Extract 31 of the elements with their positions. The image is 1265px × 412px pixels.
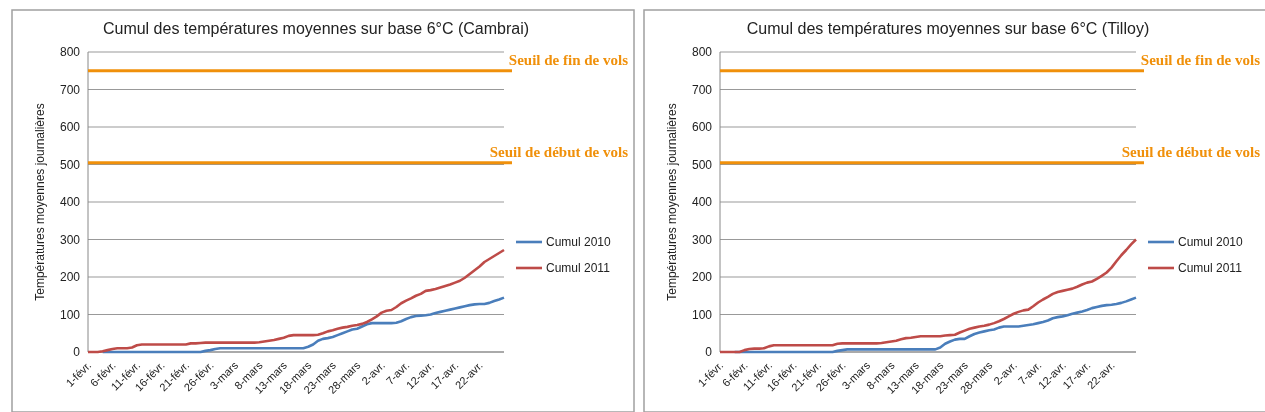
y-tick-label: 700: [691, 82, 713, 97]
y-tick-label: 500: [59, 157, 81, 172]
y-tick-label: 400: [691, 195, 713, 209]
y-axis-title: Températures moyennes journalières: [33, 103, 47, 301]
y-tick-label: 500: [691, 157, 713, 172]
y-tick-label: 0: [705, 345, 713, 359]
ref-line-label: Seuil de début de vols: [489, 143, 629, 160]
y-tick-label: 600: [691, 120, 713, 134]
legend-label: Cumul 2011: [1178, 261, 1243, 275]
y-tick-label: 0: [73, 345, 81, 359]
ref-line-label: Seuil de fin de vols: [508, 51, 629, 68]
y-tick-label: 400: [59, 195, 81, 209]
y-tick-label: 200: [59, 270, 81, 284]
line-series: [101, 296, 506, 354]
chart-title: Cumul des températures moyennes sur base 6°C (Tilloy): [746, 20, 1150, 37]
chart-title: Cumul des températures moyennes sur base 6°C (Cambrai): [102, 20, 530, 37]
y-tick-label: 800: [691, 45, 713, 59]
legend-label: Cumul 2010: [546, 235, 612, 249]
ref-line-label: Seuil de début de vols: [1121, 143, 1261, 160]
y-tick-label: 600: [59, 120, 81, 134]
y-tick-label: 100: [691, 307, 713, 322]
y-tick-label: 300: [691, 232, 713, 247]
y-tick-label: 300: [59, 232, 81, 247]
y-tick-label: 100: [59, 307, 81, 322]
y-tick-label: 800: [59, 45, 81, 59]
y-tick-label: 700: [59, 82, 81, 97]
legend-label: Cumul 2010: [1178, 235, 1244, 249]
legend-label: Cumul 2011: [546, 261, 611, 275]
y-axis-title: Températures moyennes journalières: [665, 103, 679, 301]
ref-line-label: Seuil de fin de vols: [1140, 51, 1261, 68]
y-tick-label: 200: [691, 270, 713, 284]
